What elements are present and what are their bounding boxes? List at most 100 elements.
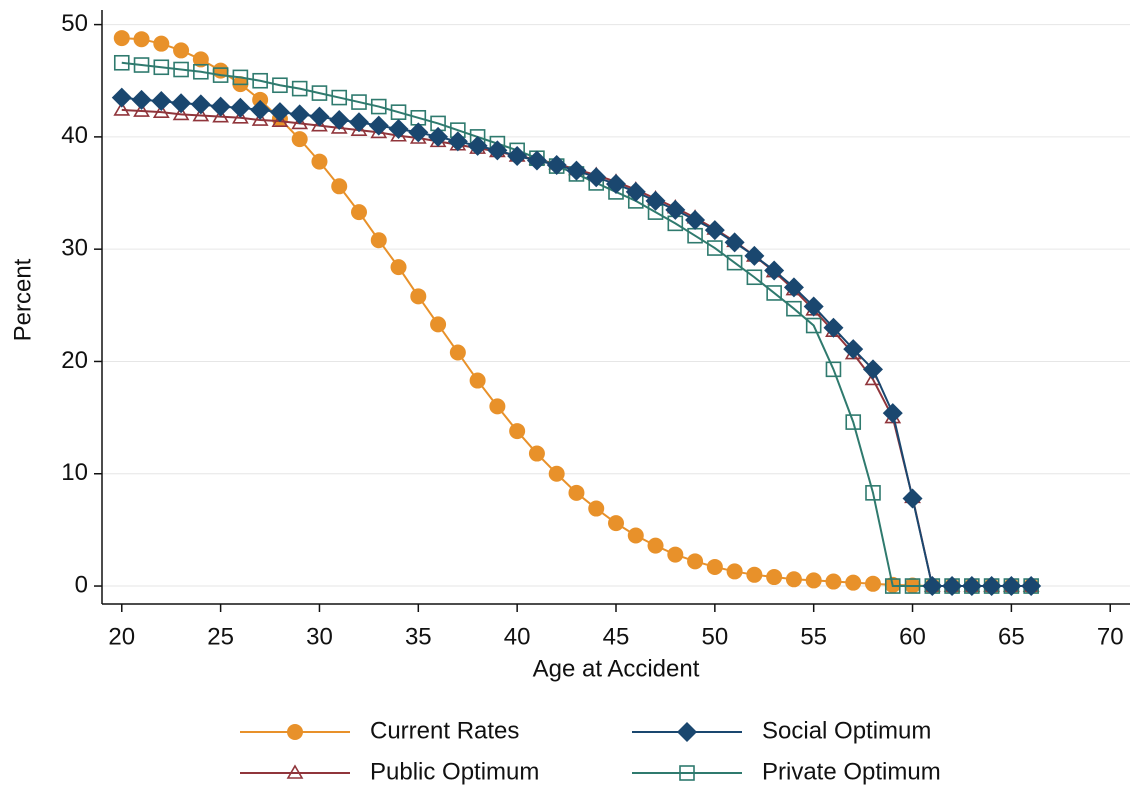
marker <box>845 574 862 591</box>
marker <box>922 576 943 597</box>
x-tick-label: 20 <box>108 623 135 650</box>
marker <box>586 167 607 188</box>
marker <box>863 359 883 380</box>
x-tick-label: 55 <box>800 623 827 650</box>
marker <box>884 578 901 594</box>
marker <box>704 220 725 241</box>
marker <box>786 300 802 317</box>
x-tick-label: 65 <box>998 623 1025 650</box>
marker <box>153 35 170 52</box>
marker <box>113 30 130 47</box>
marker <box>192 51 209 68</box>
marker <box>1001 576 1022 597</box>
marker <box>351 204 367 221</box>
marker <box>173 61 189 78</box>
y-axis-title: Percent <box>9 258 36 341</box>
marker <box>845 414 862 430</box>
marker <box>487 140 508 161</box>
x-tick-label: 30 <box>306 623 333 650</box>
marker <box>230 97 251 118</box>
legend-marker <box>286 764 304 779</box>
marker <box>133 31 150 48</box>
marker <box>566 160 587 181</box>
x-tick-label: 60 <box>899 623 926 650</box>
marker <box>766 569 783 586</box>
x-tick-label: 45 <box>603 623 630 650</box>
marker <box>390 259 407 276</box>
marker <box>526 150 547 171</box>
marker <box>370 98 387 115</box>
marker <box>726 254 743 271</box>
marker <box>467 135 488 156</box>
marker <box>746 566 763 583</box>
marker <box>904 578 921 594</box>
y-tick-label: 10 <box>61 459 88 486</box>
marker <box>232 69 249 86</box>
marker <box>785 571 802 588</box>
marker <box>370 232 387 249</box>
marker <box>289 104 310 125</box>
marker <box>408 122 429 143</box>
marker <box>309 106 330 127</box>
marker <box>151 90 172 111</box>
marker <box>111 87 132 108</box>
y-tick-label: 20 <box>61 347 88 374</box>
marker <box>509 423 526 440</box>
marker <box>645 190 666 211</box>
marker <box>764 260 785 281</box>
marker <box>291 114 309 130</box>
marker <box>250 99 271 120</box>
marker <box>190 94 211 115</box>
marker <box>449 344 466 361</box>
legend-marker <box>287 724 303 740</box>
marker <box>625 181 646 202</box>
marker <box>349 112 369 133</box>
marker <box>724 232 745 253</box>
marker <box>469 372 486 389</box>
marker <box>865 485 881 501</box>
marker <box>825 573 842 590</box>
marker <box>131 89 152 110</box>
marker <box>568 484 585 501</box>
marker <box>350 121 368 136</box>
marker <box>331 89 348 106</box>
marker <box>783 277 804 298</box>
y-tick-label: 40 <box>61 122 88 149</box>
marker <box>192 106 210 122</box>
x-tick-label: 35 <box>405 623 432 650</box>
marker <box>706 558 723 575</box>
marker <box>447 131 468 152</box>
marker <box>588 500 605 517</box>
marker <box>428 126 449 147</box>
x-tick-label: 25 <box>207 623 234 650</box>
marker <box>1021 576 1042 597</box>
marker <box>843 339 864 360</box>
marker <box>627 527 644 544</box>
legend-label: Public Optimum <box>370 758 539 785</box>
marker <box>507 145 528 166</box>
legend-marker <box>679 765 695 781</box>
marker <box>667 546 684 563</box>
marker <box>212 67 229 83</box>
marker <box>269 102 290 123</box>
marker <box>805 317 822 334</box>
marker <box>882 403 903 424</box>
legend-label: Social Optimum <box>762 717 931 744</box>
y-tick-label: 30 <box>61 235 88 262</box>
marker <box>548 465 565 482</box>
marker <box>172 105 190 121</box>
marker <box>942 576 963 597</box>
marker <box>133 57 150 73</box>
marker <box>311 153 328 170</box>
marker <box>726 563 743 580</box>
marker <box>153 59 170 76</box>
marker <box>291 80 308 97</box>
legend-label: Private Optimum <box>762 758 941 785</box>
marker <box>331 178 348 195</box>
marker <box>746 269 763 286</box>
marker <box>685 209 706 230</box>
series <box>113 30 1040 595</box>
series-line <box>121 61 1032 588</box>
marker <box>687 553 704 570</box>
